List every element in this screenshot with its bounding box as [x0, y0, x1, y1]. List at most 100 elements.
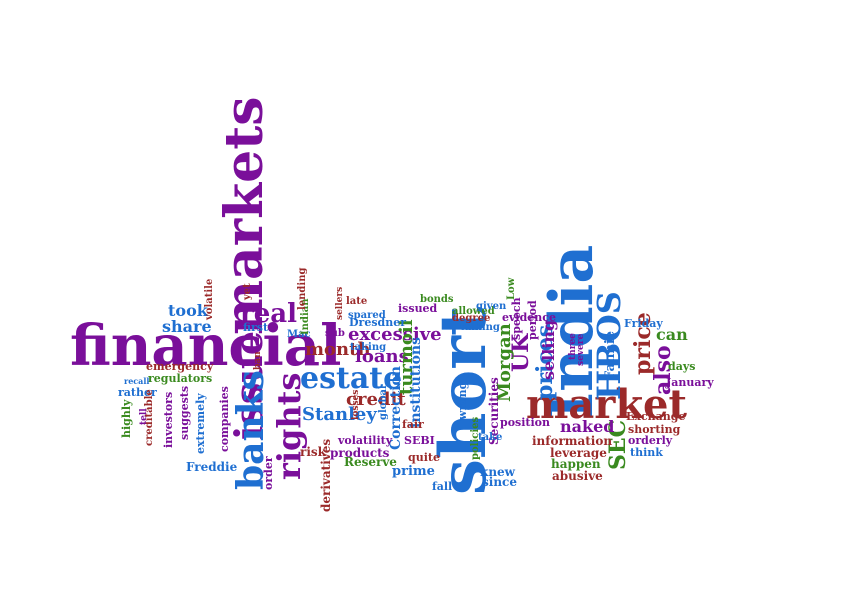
word-month: month: [305, 339, 371, 360]
word-first: first: [243, 321, 269, 334]
word-degree: degree: [452, 313, 490, 324]
word-fall: fall: [432, 480, 452, 493]
word-issue: issue: [226, 331, 271, 440]
word-also: also: [650, 345, 676, 395]
word-global: global: [378, 385, 389, 420]
word-products: products: [330, 446, 390, 460]
word-severe: severe: [576, 334, 586, 366]
word-risk: risk: [300, 445, 327, 459]
word-january: January: [665, 376, 714, 389]
word-shorting: shorting: [628, 423, 681, 436]
word-policies: policies: [470, 416, 481, 460]
word-hbos: HBOS: [590, 291, 628, 400]
word-low: Low: [506, 277, 517, 300]
word-uk: UK: [508, 333, 534, 372]
word-recall: recall: [124, 376, 149, 386]
word-sub: sub: [325, 328, 345, 339]
word-mac: Mac: [287, 329, 311, 340]
word-derivatives: derivatives: [319, 439, 333, 512]
word-share: share: [162, 317, 212, 336]
word-think: think: [630, 446, 663, 459]
word-leverage: leverage: [550, 446, 607, 460]
word-take: take: [478, 432, 502, 443]
word-order: order: [262, 456, 275, 490]
word-friday: Friday: [624, 317, 663, 330]
word-indian: Indian: [300, 298, 311, 335]
word-securities: Securities: [487, 377, 501, 445]
word-freddie: Freddie: [186, 460, 238, 474]
word-lending: lending: [297, 268, 308, 311]
word-short: short: [426, 306, 501, 495]
word-rather: rather: [118, 386, 157, 399]
word-reserve: Reserve: [344, 455, 397, 469]
word-period: period: [526, 300, 539, 340]
word-prime: prime: [392, 464, 435, 479]
word-loans: loans: [355, 346, 409, 367]
word-orderly: orderly: [628, 434, 673, 447]
word-allowed: allowed: [452, 306, 495, 317]
word-yet: yet: [242, 283, 253, 301]
word-given: given: [476, 301, 507, 312]
word-evidence: evidence: [502, 311, 556, 324]
word-rights: rights: [270, 373, 308, 480]
word-happen: happen: [551, 457, 601, 471]
word-banks: banks: [230, 370, 272, 490]
word-spared: spared: [348, 310, 386, 321]
word-india: India: [537, 245, 607, 420]
word-ban: ban: [253, 351, 263, 370]
word-bonds: bonds: [420, 294, 454, 305]
word-sebi: SEBI: [404, 434, 435, 447]
word-selling: selling: [539, 320, 558, 380]
word-sec: SEC: [605, 420, 631, 470]
word-market: market: [526, 381, 687, 428]
word-talking: talking: [460, 322, 500, 333]
word-companies: companies: [218, 386, 231, 452]
word-markets: markets: [214, 96, 275, 335]
word-creditable: creditable: [144, 389, 155, 446]
word-volatility: volatility: [337, 434, 393, 447]
word-highly: highly: [120, 399, 133, 438]
word-turmoil: turmoil: [396, 319, 417, 395]
word-abusive: abusive: [552, 469, 603, 483]
word-sellers: sellers: [335, 287, 345, 320]
word-morgan: Morgan: [494, 323, 515, 402]
word-quite: quite: [408, 451, 440, 464]
word-correction: Correction: [388, 366, 404, 450]
word-investors: investors: [162, 392, 175, 448]
word-price: price: [630, 312, 656, 375]
word-regulators: regulators: [148, 372, 212, 385]
word-dresdner: Dresdner: [349, 316, 406, 329]
word-position: position: [500, 416, 550, 429]
word-credit: credit: [346, 389, 406, 410]
word-real: real: [240, 299, 297, 329]
word-information: information: [532, 434, 612, 448]
word-excessive: excessive: [348, 324, 442, 345]
word-speech: speech: [510, 297, 523, 340]
word-issued: issued: [398, 302, 438, 315]
word-suggests: suggests: [178, 386, 191, 440]
word-fannie: Fannie: [603, 331, 618, 380]
word-prices: prices: [532, 325, 558, 400]
word-can: can: [656, 325, 688, 344]
word-taking: taking: [350, 342, 386, 353]
word-days: days: [668, 360, 695, 373]
word-extremely: extremely: [194, 393, 207, 454]
word-since: since: [482, 475, 517, 489]
word-late: late: [346, 296, 367, 307]
word-knew: knew: [480, 465, 516, 479]
word-wrong: wrong: [456, 381, 469, 421]
word-volatile: volatile: [204, 279, 215, 321]
word-financial: financial: [70, 313, 341, 379]
word-institutions: institutions: [408, 337, 424, 428]
word-estate: estate: [300, 361, 402, 396]
word-took: took: [168, 301, 209, 320]
word-exchange: Exchange: [626, 410, 685, 423]
word-tell: tell: [139, 408, 149, 425]
word-three: three: [568, 333, 578, 360]
word-naked: naked: [560, 417, 614, 436]
word-emergency: emergency: [146, 360, 214, 373]
word-fair: fair: [402, 418, 424, 431]
word-losses: losses: [351, 390, 361, 420]
word-stanley: Stanley: [302, 404, 377, 425]
